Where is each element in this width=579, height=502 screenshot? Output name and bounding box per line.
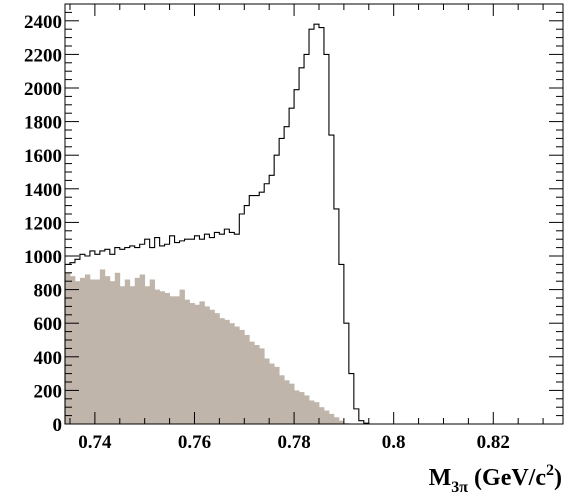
x-axis-title: M3π (GeV/c2)	[429, 462, 562, 496]
filled-histogram-bin	[104, 276, 111, 424]
filled-histogram-bin	[314, 402, 320, 424]
filled-histogram-bin	[99, 269, 106, 424]
filled-histogram-bin	[124, 279, 131, 424]
filled-histogram-bin	[219, 318, 225, 424]
y-tick-label: 1400	[24, 180, 62, 201]
filled-histogram-bin	[114, 272, 121, 424]
y-tick-label: 1800	[24, 113, 62, 134]
filled-histogram-bin	[274, 366, 280, 424]
filled-histogram-bin	[269, 363, 275, 424]
filled-histogram-bin	[174, 296, 180, 424]
x-tick-label: 0.82	[477, 432, 510, 453]
filled-histogram-bin	[259, 348, 265, 424]
y-tick-labels: 0 200 400 600 800 1000 1200 1400 1600 1800 2000 220…	[24, 12, 62, 436]
filled-histogram-bin	[179, 289, 185, 424]
filled-histogram-bin	[119, 286, 126, 424]
x-tick-label: 0.74	[78, 432, 112, 453]
y-tick-label: 1000	[24, 247, 62, 268]
filled-histogram-bin	[154, 289, 161, 424]
filled-histogram-bin	[249, 341, 255, 424]
filled-histogram-bin	[284, 380, 290, 424]
filled-histogram-bin	[333, 417, 340, 424]
y-tick-label: 400	[34, 348, 63, 369]
filled-histogram-bin	[264, 358, 270, 424]
y-tick-label: 1600	[24, 146, 62, 167]
filled-histogram-bin	[304, 395, 310, 424]
x-axis-title-unit-superscript: 2	[546, 462, 554, 479]
x-tick-label: 0.76	[178, 432, 211, 453]
filled-histogram-bin	[244, 334, 250, 424]
filled-histogram-bin	[279, 375, 285, 424]
x-tick-label: 0.8	[382, 432, 406, 453]
filled-histogram-bin	[89, 279, 96, 424]
filled-histogram-bin	[144, 286, 151, 424]
filled-histogram-bin	[164, 292, 170, 424]
filled-histogram-bin	[94, 279, 101, 424]
filled-histogram-bin	[159, 291, 165, 424]
filled-histogram-bin	[254, 345, 260, 424]
x-axis-title-unit-open: (GeV/c	[468, 465, 546, 491]
y-tick-label: 800	[34, 281, 63, 302]
filled-histogram-bin	[194, 304, 200, 424]
filled-histogram-bin	[338, 420, 345, 424]
x-tick-label: 0.78	[277, 432, 310, 453]
filled-histogram-layer	[65, 269, 350, 424]
filled-histogram-bin	[74, 281, 81, 424]
filled-histogram-bin	[134, 277, 141, 424]
x-tick-labels: 0.74 0.76 0.78 0.8 0.82	[78, 432, 510, 453]
filled-histogram-bin	[209, 309, 215, 424]
filled-histogram-bin	[234, 326, 240, 424]
filled-histogram-bin	[184, 299, 190, 424]
filled-histogram-bin	[289, 383, 295, 424]
y-tick-label: 2400	[24, 12, 62, 33]
filled-histogram-bin	[204, 306, 210, 424]
filled-histogram-bin	[224, 319, 230, 424]
y-tick-label: 0	[53, 415, 63, 436]
filled-histogram-bin	[318, 407, 325, 424]
filled-histogram-bin	[309, 400, 315, 424]
filled-histogram-bin	[239, 329, 245, 424]
y-tick-label: 2200	[24, 45, 62, 66]
y-tick-label: 200	[34, 381, 63, 402]
filled-histogram-bin	[109, 281, 116, 424]
y-tick-label: 600	[34, 314, 63, 335]
filled-histogram-bin	[189, 303, 195, 424]
axis-ticks	[65, 3, 563, 425]
y-tick-label: 1200	[24, 213, 62, 234]
x-axis-title-main: M	[429, 465, 452, 491]
filled-histogram-bin	[84, 274, 91, 424]
filled-histogram-bin	[323, 410, 330, 424]
filled-histogram-bin	[79, 277, 86, 424]
filled-histogram-bin	[129, 286, 136, 424]
filled-histogram-bin	[294, 390, 300, 424]
filled-histogram-bin	[229, 323, 235, 424]
y-tick-label: 2000	[24, 79, 62, 100]
x-axis-title-unit-close: )	[554, 465, 562, 491]
filled-histogram-bin	[214, 313, 220, 424]
filled-histogram-bin	[139, 274, 146, 424]
x-axis-title-subscript: 3π	[451, 479, 468, 496]
filled-histogram-bin	[169, 296, 175, 424]
filled-histogram-bin	[149, 279, 156, 424]
filled-histogram-bin	[328, 413, 335, 424]
filled-histogram-bin	[299, 392, 305, 424]
filled-histogram-bin	[69, 276, 76, 424]
filled-histogram-bin	[199, 301, 205, 424]
